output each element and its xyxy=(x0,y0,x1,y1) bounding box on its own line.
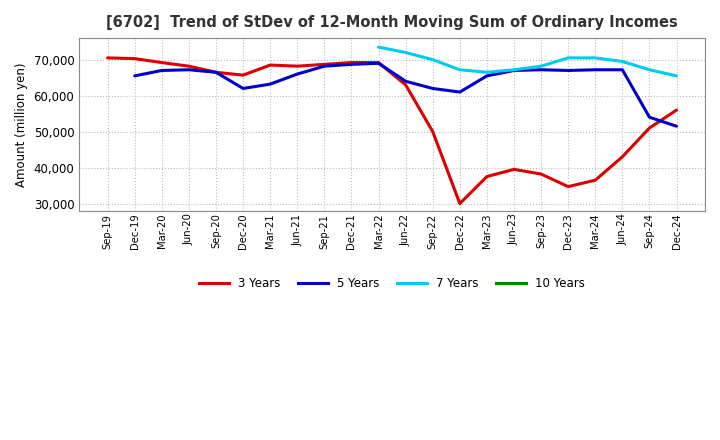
Line: 7 Years: 7 Years xyxy=(379,47,677,76)
3 Years xyxy=(510,167,518,172)
5 Years xyxy=(130,73,139,78)
7 Years xyxy=(428,57,437,62)
5 Years xyxy=(401,79,410,84)
7 Years xyxy=(537,63,546,69)
3 Years xyxy=(645,125,654,131)
5 Years xyxy=(212,70,220,75)
Title: [6702]  Trend of StDev of 12-Month Moving Sum of Ordinary Incomes: [6702] Trend of StDev of 12-Month Moving… xyxy=(107,15,678,30)
5 Years xyxy=(591,67,600,73)
3 Years xyxy=(374,60,383,65)
7 Years xyxy=(510,67,518,73)
5 Years xyxy=(158,68,166,73)
3 Years xyxy=(618,154,626,159)
3 Years xyxy=(347,60,356,65)
3 Years xyxy=(591,177,600,183)
7 Years xyxy=(618,59,626,64)
7 Years xyxy=(456,67,464,73)
7 Years xyxy=(374,44,383,50)
3 Years xyxy=(564,184,572,189)
5 Years xyxy=(537,67,546,73)
5 Years xyxy=(618,67,626,73)
3 Years xyxy=(158,60,166,65)
5 Years xyxy=(347,62,356,67)
5 Years xyxy=(428,86,437,91)
Legend: 3 Years, 5 Years, 7 Years, 10 Years: 3 Years, 5 Years, 7 Years, 10 Years xyxy=(194,272,590,295)
3 Years xyxy=(672,107,681,113)
5 Years xyxy=(184,67,193,73)
3 Years xyxy=(293,63,302,69)
5 Years xyxy=(645,114,654,120)
5 Years xyxy=(374,61,383,66)
3 Years xyxy=(320,62,328,67)
Line: 5 Years: 5 Years xyxy=(135,63,677,126)
3 Years xyxy=(266,62,274,68)
7 Years xyxy=(645,67,654,73)
5 Years xyxy=(293,71,302,77)
5 Years xyxy=(456,89,464,95)
7 Years xyxy=(401,50,410,55)
7 Years xyxy=(672,73,681,78)
3 Years xyxy=(401,82,410,88)
5 Years xyxy=(320,63,328,69)
5 Years xyxy=(266,81,274,87)
3 Years xyxy=(456,201,464,206)
7 Years xyxy=(591,55,600,61)
3 Years xyxy=(482,174,491,179)
7 Years xyxy=(482,70,491,75)
5 Years xyxy=(672,124,681,129)
5 Years xyxy=(482,73,491,78)
3 Years xyxy=(184,63,193,69)
5 Years xyxy=(564,68,572,73)
5 Years xyxy=(510,68,518,73)
Y-axis label: Amount (million yen): Amount (million yen) xyxy=(15,62,28,187)
Line: 3 Years: 3 Years xyxy=(107,58,677,204)
7 Years xyxy=(564,55,572,61)
3 Years xyxy=(428,129,437,134)
3 Years xyxy=(130,56,139,61)
3 Years xyxy=(239,73,248,78)
3 Years xyxy=(103,55,112,61)
3 Years xyxy=(537,172,546,177)
3 Years xyxy=(212,70,220,75)
5 Years xyxy=(239,86,248,91)
